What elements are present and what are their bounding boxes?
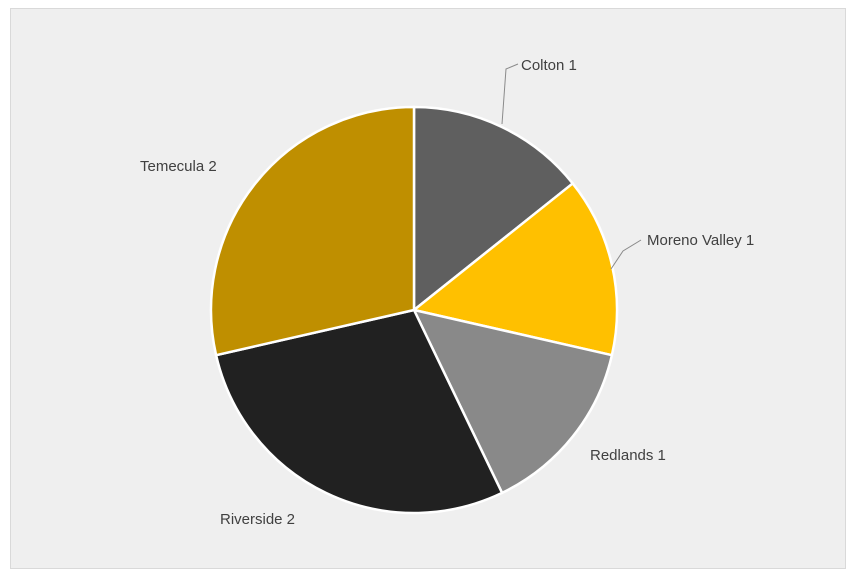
slice-label-moreno-valley-1: Moreno Valley 1 [647,232,754,249]
pie-slice-redlands-1 [412,308,614,495]
leader-lines [501,63,642,270]
slice-label-redlands-1: Redlands 1 [590,447,666,464]
slice-label-temecula-2: Temecula 2 [140,158,217,175]
slice-labels: Colton 1 Moreno Valley 1 Redlands 1 Riversi… [140,57,754,528]
chart-area: Colton 1 Moreno Valley 1 Redlands 1 Riversi… [10,8,846,569]
slice-label-riverside-2: Riverside 2 [220,511,295,528]
leader-line-colton-1 [501,63,519,125]
pie-slice-temecula-2 [209,105,416,357]
pie-slices [209,105,619,515]
pie-slice-riverside-2 [214,308,504,515]
slice-label-colton-1: Colton 1 [521,57,577,74]
leader-line-moreno-valley-1 [610,239,642,270]
pie-slice-moreno-valley-1 [412,182,619,357]
pie-chart: Colton 1 Moreno Valley 1 Redlands 1 Riversi… [140,57,754,528]
pie-slice-colton-1 [412,105,574,312]
